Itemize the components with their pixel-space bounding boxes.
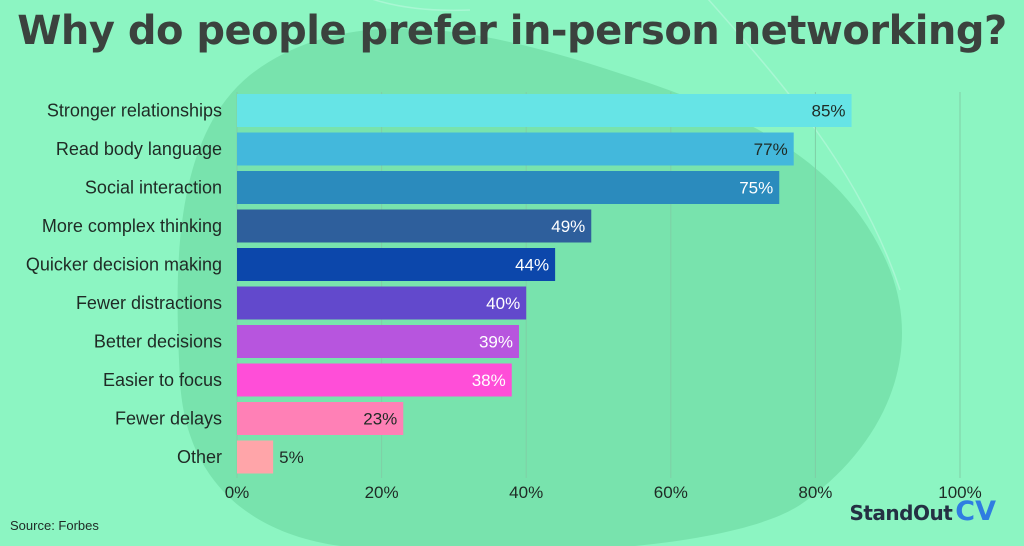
category-label: Easier to focus <box>103 370 222 390</box>
x-tick-label: 60% <box>654 483 688 502</box>
value-label: 39% <box>479 333 513 352</box>
bar <box>237 132 794 166</box>
category-label: Read body language <box>56 139 222 159</box>
value-label: 38% <box>472 371 506 390</box>
bar <box>237 363 512 397</box>
category-label: Quicker decision making <box>26 255 222 275</box>
category-label: Fewer delays <box>115 409 222 429</box>
x-axis-ticks: 0% 20% 40% 60% 80% 100% <box>225 483 982 502</box>
bar <box>237 209 592 243</box>
value-label: 85% <box>812 102 846 121</box>
value-label: 40% <box>486 294 520 313</box>
brand-suffix: CV <box>955 496 996 527</box>
value-label: 5% <box>279 448 304 467</box>
category-label: More complex thinking <box>42 216 222 236</box>
x-tick-label: 40% <box>509 483 543 502</box>
x-tick-label: 0% <box>225 483 250 502</box>
category-labels: Stronger relationships Read body language… <box>26 101 222 468</box>
x-tick-label: 100% <box>938 483 981 502</box>
value-label: 44% <box>515 256 549 275</box>
source-note: Source: Forbes <box>10 518 99 533</box>
bar <box>237 248 556 281</box>
value-label: 77% <box>754 140 788 159</box>
chart-title: Why do people prefer in-person networkin… <box>17 8 1007 54</box>
category-label: Other <box>177 447 222 467</box>
bar <box>237 171 780 204</box>
brand-logo[interactable]: StandOut CV <box>849 496 996 527</box>
value-label: 49% <box>551 217 585 236</box>
category-label: Better decisions <box>94 332 222 352</box>
value-labels: 85% 77% 75% 49% 44% 40% 39% 38% 23% 5% <box>279 102 845 468</box>
value-label: 23% <box>363 410 397 429</box>
bar <box>237 325 519 358</box>
value-label: 75% <box>739 179 773 198</box>
x-tick-label: 80% <box>798 483 832 502</box>
bar <box>237 286 527 320</box>
bar <box>237 440 274 474</box>
brand-name: StandOut <box>849 501 953 525</box>
bars <box>237 94 852 474</box>
bar <box>237 94 852 127</box>
category-label: Stronger relationships <box>47 101 222 121</box>
bar <box>237 402 404 435</box>
background-line <box>372 0 471 12</box>
x-tick-label: 20% <box>365 483 399 502</box>
category-label: Fewer distractions <box>76 293 222 313</box>
category-label: Social interaction <box>85 178 222 198</box>
